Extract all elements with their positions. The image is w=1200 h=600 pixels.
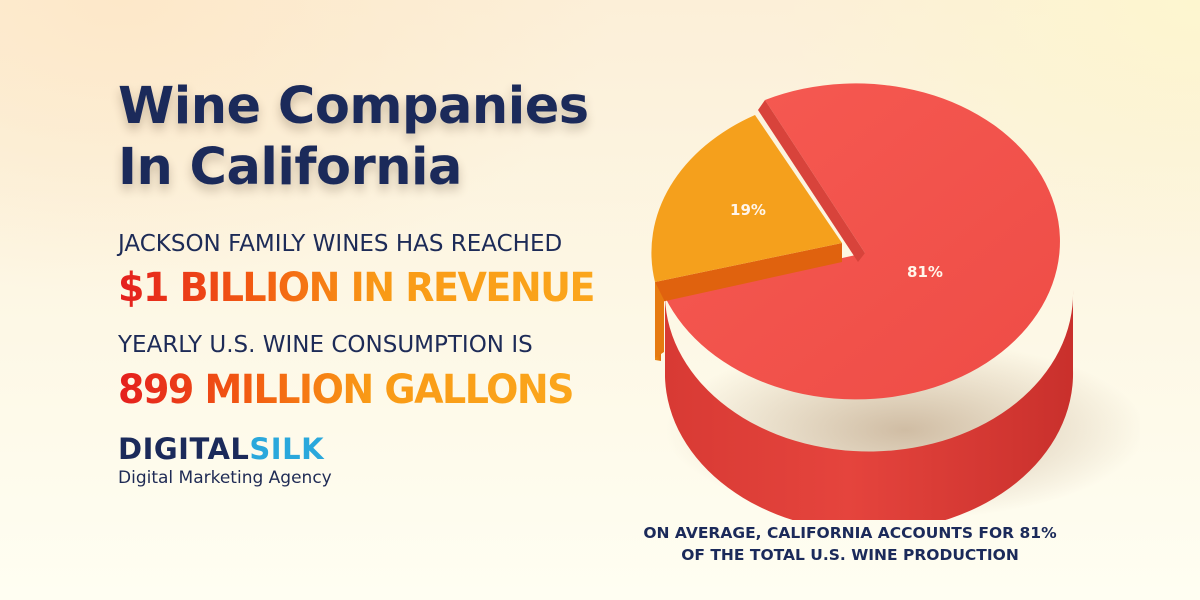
page-title: Wine Companies In California bbox=[118, 76, 638, 198]
caption-line-2: OF THE TOTAL U.S. WINE PRODUCTION bbox=[681, 546, 1019, 564]
brand-logo: DIGITALSILK Digital Marketing Agency bbox=[118, 434, 332, 488]
stat-1-label: JACKSON FAMILY WINES HAS REACHED bbox=[118, 231, 563, 257]
brand-tagline: Digital Marketing Agency bbox=[118, 468, 332, 488]
chart-caption: ON AVERAGE, CALIFORNIA ACCOUNTS FOR 81% … bbox=[640, 522, 1060, 566]
brand-wordmark: DIGITALSILK bbox=[118, 434, 332, 464]
pie-label-19: 19% bbox=[730, 201, 766, 219]
stat-2-label: YEARLY U.S. WINE CONSUMPTION IS bbox=[118, 332, 533, 358]
title-line-2: In California bbox=[118, 138, 462, 197]
left-panel: Wine Companies In California JACKSON FAM… bbox=[118, 76, 638, 488]
stat-2-value: 899 MILLION GALLONS bbox=[118, 366, 575, 413]
pie-label-81: 81% bbox=[907, 263, 943, 281]
stat-1-value: $1 BILLION IN REVENUE bbox=[118, 264, 596, 311]
brand-name-part-1: DIGITAL bbox=[118, 432, 250, 466]
title-line-1: Wine Companies bbox=[118, 77, 589, 136]
pie-slice-california bbox=[665, 83, 1074, 532]
caption-line-1: ON AVERAGE, CALIFORNIA ACCOUNTS FOR 81% bbox=[643, 524, 1057, 542]
pie-slice-rest-of-us bbox=[651, 115, 842, 361]
pie-chart: 19% 81% bbox=[620, 80, 1145, 532]
pie-chart-graphic: 19% 81% bbox=[651, 83, 1145, 532]
brand-name-part-2: SILK bbox=[249, 432, 325, 466]
